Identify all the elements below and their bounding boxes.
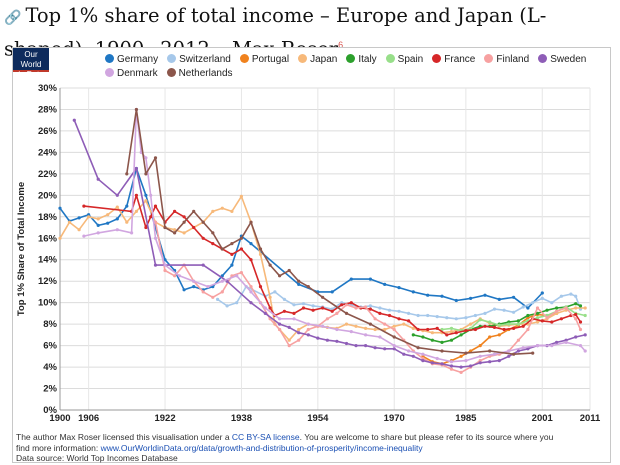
- footer-line2: find more information: www.OurWorldinDat…: [16, 443, 606, 454]
- legend-label: France: [444, 54, 476, 65]
- legend-label: Germany: [117, 54, 159, 65]
- legend-dot-icon: [385, 54, 395, 63]
- title-reference[interactable]: 6: [338, 40, 344, 50]
- legend-dot-icon: [105, 68, 114, 77]
- legend-item-portugal[interactable]: Portugal: [239, 53, 290, 67]
- chart-panel: [12, 47, 611, 463]
- legend-dot-icon: [432, 54, 442, 63]
- legend-label: Spain: [397, 54, 424, 65]
- legend-dot-icon: [167, 54, 177, 63]
- legend-label: Finland: [496, 54, 530, 65]
- chart-footer: The author Max Roser licensed this visua…: [16, 432, 606, 464]
- legend-item-denmark[interactable]: Denmark: [105, 67, 158, 81]
- link-icon[interactable]: 🔗: [4, 10, 22, 26]
- legend-label: Italy: [358, 54, 377, 65]
- logo-line1: Our World: [20, 50, 42, 69]
- license-link[interactable]: CC BY-SA license: [231, 432, 300, 442]
- owid-logo[interactable]: Our World in Data: [13, 48, 49, 79]
- legend-item-spain[interactable]: Spain: [385, 53, 424, 67]
- footer-line3: Data source: World Top Incomes Database: [16, 453, 178, 463]
- legend-dot-icon: [239, 54, 249, 63]
- legend-item-france[interactable]: France: [432, 53, 475, 67]
- legend-label: Japan: [310, 54, 338, 65]
- footer-license-prefix: The author Max Roser licensed this visua…: [16, 432, 232, 442]
- info-link[interactable]: www.OurWorldinData.org/data/growth-and-d…: [100, 442, 423, 453]
- legend-label: Portugal: [251, 54, 290, 65]
- legend-item-germany[interactable]: Germany: [105, 53, 158, 67]
- logo-line2: in Data: [18, 70, 44, 79]
- legend-dot-icon: [538, 54, 548, 63]
- legend-item-italy[interactable]: Italy: [346, 53, 377, 67]
- footer-license-suffix: . You are welcome to share but please re…: [299, 432, 554, 442]
- footer-line1: The author Max Roser licensed this visua…: [16, 432, 606, 443]
- legend-item-finland[interactable]: Finland: [484, 53, 529, 67]
- legend-label: Netherlands: [178, 68, 233, 79]
- legend-dot-icon: [166, 68, 176, 77]
- legend-dot-icon: [298, 54, 308, 63]
- legend-item-japan[interactable]: Japan: [298, 53, 337, 67]
- legend-item-netherlands[interactable]: Netherlands: [166, 67, 233, 81]
- legend-item-sweden[interactable]: Sweden: [538, 53, 586, 67]
- legend-item-switzerland[interactable]: Switzerland: [167, 53, 231, 67]
- legend-dot-icon: [105, 54, 114, 63]
- legend-dot-icon: [484, 54, 494, 63]
- legend-label: Denmark: [117, 68, 158, 79]
- legend-label: Sweden: [550, 54, 587, 65]
- footer-info-prefix: find more information:: [16, 442, 101, 453]
- chart-legend: Germany Switzerland Portugal Japan Italy Spai…: [105, 53, 605, 81]
- legend-dot-icon: [346, 54, 356, 63]
- legend-label: Switzerland: [179, 54, 231, 65]
